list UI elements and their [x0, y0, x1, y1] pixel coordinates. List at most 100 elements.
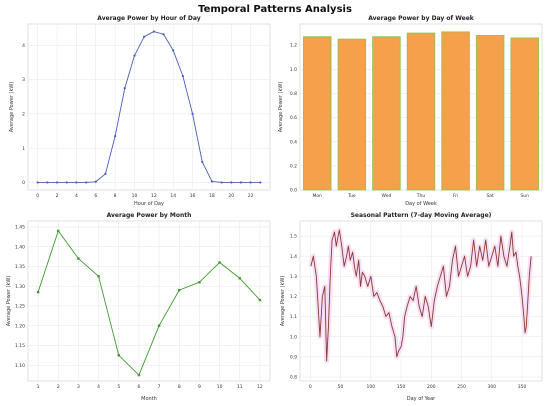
y-axis-label-seasonal: Average Power (kW): [280, 276, 286, 327]
y-tick-label: 0.2: [290, 163, 297, 169]
data-point: [65, 181, 68, 184]
data-point: [55, 181, 59, 184]
data-point: [220, 181, 223, 184]
data-point: [123, 87, 126, 90]
data-point: [249, 181, 252, 184]
data-point: [181, 75, 184, 78]
x-tick-label: 0: [309, 384, 312, 390]
data-point: [143, 35, 146, 38]
bar: [372, 36, 401, 191]
x-tick-label: 12: [257, 384, 263, 390]
x-tick-label: 350: [518, 384, 527, 390]
x-axis-label-seasonal: Day of Year: [407, 396, 436, 402]
y-tick-label: 1.2: [290, 43, 297, 49]
chart-title-seasonal: Seasonal Pattern (7-day Moving Average): [351, 212, 492, 219]
bar: [337, 38, 367, 191]
x-axis-label-weekday: Day of Week: [405, 201, 437, 207]
y-tick-label: 4: [22, 43, 25, 49]
data-point: [201, 160, 204, 163]
series-line: [37, 31, 261, 183]
marks-hour: [36, 30, 262, 184]
x-tick-label: 14: [170, 193, 176, 199]
x-tick-label: 16: [190, 193, 196, 199]
y-axis-label-hour: Average Power (kW): [9, 82, 15, 133]
data-point: [77, 257, 80, 260]
data-point: [172, 49, 175, 52]
plot-area-month: [27, 220, 271, 382]
x-tick-label: Thu: [416, 193, 426, 199]
y-tick-label: 1.5: [290, 234, 297, 240]
y-tick-label: 0: [22, 180, 25, 186]
y-axis-label-month: Average Power (kW): [6, 276, 12, 327]
x-tick-label: 7: [158, 384, 161, 390]
data-point: [114, 135, 117, 138]
x-tick-label: 0: [36, 193, 39, 199]
x-tick-label: 3: [77, 384, 80, 390]
bar: [441, 31, 470, 191]
y-tick-label: 0.8: [290, 375, 297, 381]
x-tick-label: 9: [198, 384, 201, 390]
y-tick-label: 1: [22, 146, 25, 152]
data-point: [178, 288, 181, 292]
data-point: [46, 181, 49, 184]
bar: [303, 36, 332, 191]
x-tick-label: Fri: [453, 193, 458, 199]
x-tick-label: 11: [237, 384, 243, 390]
data-point: [36, 290, 40, 294]
marks-seasonal: [308, 227, 534, 364]
data-point: [117, 354, 120, 357]
y-tick-label: 0.9: [290, 354, 297, 360]
data-point: [258, 298, 262, 302]
y-tick-label: 0.8: [290, 91, 297, 97]
data-point: [94, 180, 97, 183]
x-tick-label: 1: [37, 384, 40, 390]
data-point: [198, 281, 201, 284]
grid-hour: [28, 24, 270, 190]
x-tick-label: 300: [487, 384, 496, 390]
x-axis-label-hour: Hour of Day: [134, 201, 164, 207]
plot-area-hour: [27, 23, 271, 191]
y-tick-label: 1.10: [15, 363, 25, 369]
y-tick-label: 1.0: [290, 67, 297, 73]
x-tick-label: 18: [209, 193, 215, 199]
chart-title-hour: Average Power by Hour of Day: [97, 15, 200, 22]
y-tick-label: 1.40: [15, 244, 25, 250]
x-tick-label: 250: [457, 384, 466, 390]
y-tick-label: 1.1: [290, 314, 297, 320]
x-tick-label: 50: [338, 384, 344, 390]
x-tick-label: 6: [94, 193, 97, 199]
y-tick-label: 3: [22, 77, 25, 83]
x-tick-label: 10: [217, 384, 223, 390]
y-tick-label: 0.4: [290, 139, 297, 145]
data-point: [104, 172, 107, 175]
x-tick-label: 2: [56, 193, 59, 199]
y-tick-label: 1.4: [290, 254, 297, 260]
y-tick-label: 1.30: [15, 284, 25, 290]
panel-weekday: 0.0 0.2 0.4 0.6 0.8 1.0 1.2 Mon Tue Wed Thu Fri Sat S…: [278, 15, 543, 207]
data-point: [36, 181, 39, 184]
y-tick-label: 1.20: [15, 323, 25, 329]
bar: [510, 37, 539, 191]
x-tick-label: 8: [178, 384, 181, 390]
x-tick-label: 10: [132, 193, 138, 199]
data-point: [133, 54, 136, 57]
data-point: [230, 181, 233, 184]
x-tick-label: 22: [248, 193, 254, 199]
x-tick-label: 150: [397, 384, 406, 390]
y-tick-label: 1.15: [15, 343, 25, 349]
grid-month: [28, 221, 270, 381]
y-tick-label: 1.0: [290, 334, 297, 340]
x-tick-label: 200: [427, 384, 436, 390]
x-tick-label: Mon: [313, 193, 323, 199]
y-tick-label: 1.35: [15, 264, 25, 270]
series-line: [37, 230, 261, 376]
data-point: [191, 112, 194, 115]
bar: [475, 35, 505, 191]
marks-month: [36, 229, 262, 377]
x-tick-label: 100: [366, 384, 375, 390]
x-tick-label: Wed: [382, 193, 392, 199]
data-point: [137, 373, 141, 377]
ticks-weekday: 0.0 0.2 0.4 0.6 0.8 1.0 1.2 Mon Tue Wed Thu Fri Sat S…: [290, 43, 529, 199]
